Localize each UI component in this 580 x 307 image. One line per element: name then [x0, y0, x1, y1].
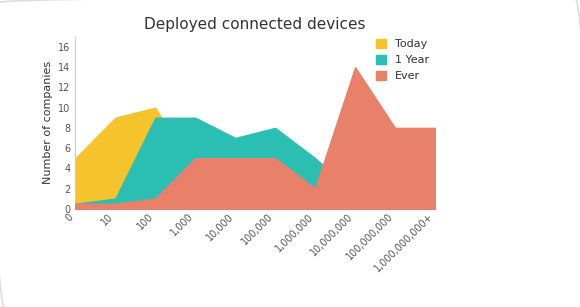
Y-axis label: Number of companies: Number of companies: [42, 61, 53, 185]
Legend: Today, 1 Year, Ever: Today, 1 Year, Ever: [376, 39, 429, 81]
Title: Deployed connected devices: Deployed connected devices: [144, 17, 366, 32]
